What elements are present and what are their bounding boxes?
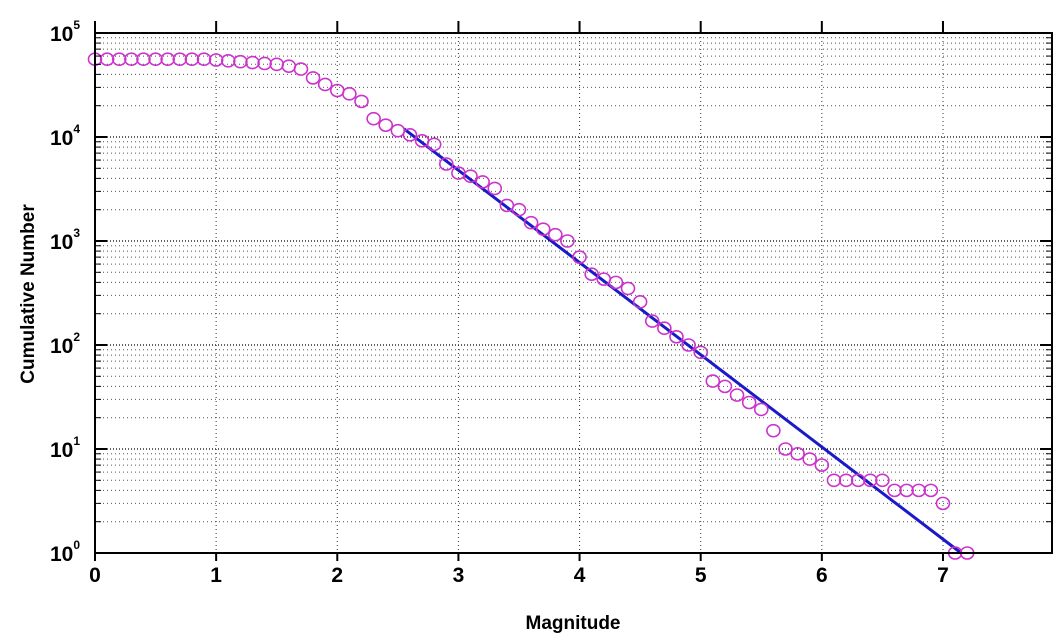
data-point (475, 175, 490, 189)
x-tick-label: 2 (331, 564, 343, 587)
data-point (657, 321, 672, 336)
data-point (911, 483, 927, 498)
x-tick-label: 6 (816, 564, 828, 587)
data-point (729, 388, 745, 402)
y-tick-label: 105 (50, 18, 80, 46)
data-point (245, 55, 260, 70)
data-point (693, 345, 708, 360)
data-point (354, 94, 369, 109)
data-point (148, 52, 163, 66)
data-point (753, 402, 769, 417)
data-point (511, 202, 527, 217)
data-point (184, 52, 200, 66)
axis-ticks (94, 21, 1052, 561)
plot-background (95, 33, 1052, 553)
data-point (790, 446, 805, 461)
data-point (850, 473, 866, 488)
data-point (257, 56, 272, 71)
y-axis-label: Cumulative Number (18, 204, 39, 384)
data-point (439, 157, 454, 171)
data-point (875, 473, 890, 488)
data-point (172, 52, 188, 66)
data-point (426, 137, 442, 152)
y-tick-labels: 100 101 102 103 104 105 (50, 18, 80, 566)
data-point (293, 62, 309, 76)
data-point (802, 452, 818, 466)
data-point (935, 496, 951, 511)
fit-line (402, 127, 963, 555)
x-tick-label: 4 (574, 564, 586, 587)
data-point (632, 295, 648, 309)
data-point (620, 281, 636, 296)
data-point (862, 473, 878, 488)
data-point (766, 423, 781, 438)
x-axis-label: Magnitude (526, 613, 621, 634)
data-point (196, 52, 212, 66)
data-point (887, 483, 902, 498)
data-point (814, 458, 830, 472)
data-points-layer (87, 52, 975, 560)
data-point (305, 71, 321, 85)
data-point (317, 77, 333, 92)
x-tick-labels: 0 1 2 3 4 5 6 7 (89, 564, 949, 587)
data-point (342, 87, 357, 101)
data-point (111, 52, 127, 66)
x-tick-label: 3 (453, 564, 465, 587)
data-point (741, 395, 757, 410)
data-point (160, 52, 175, 66)
data-point (644, 314, 660, 328)
y-tick-label: 102 (50, 330, 80, 358)
data-point (778, 442, 793, 456)
data-point (899, 483, 914, 498)
data-point (548, 227, 563, 242)
data-point (838, 473, 854, 488)
data-point (233, 54, 248, 69)
data-point (572, 250, 587, 264)
plot-frame (94, 32, 1053, 554)
data-point (366, 111, 381, 126)
data-point (208, 53, 224, 67)
fit-line-layer (402, 127, 963, 555)
data-point (402, 127, 418, 142)
data-point (681, 338, 696, 352)
data-point (826, 473, 842, 488)
data-point (705, 374, 721, 388)
data-point (523, 215, 539, 230)
x-tick-label: 0 (89, 564, 101, 587)
data-point (584, 267, 599, 281)
y-tick-label: 103 (50, 226, 80, 254)
data-point (717, 379, 733, 394)
y-tick-label: 100 (50, 538, 80, 566)
data-point (124, 52, 139, 66)
data-point (608, 275, 624, 290)
x-tick-label: 7 (937, 564, 949, 587)
data-point (220, 54, 236, 68)
major-gridlines (95, 33, 1052, 553)
x-tick-label: 5 (695, 564, 707, 587)
x-tick-label: 1 (210, 564, 222, 587)
data-point (136, 52, 151, 66)
data-point (923, 483, 939, 498)
data-point (669, 329, 684, 344)
data-point (378, 118, 394, 132)
data-point (99, 52, 115, 66)
y-tick-label: 101 (50, 434, 80, 462)
data-point (560, 234, 575, 248)
data-point (463, 169, 478, 183)
data-point (535, 222, 551, 236)
y-tick-label: 104 (50, 122, 80, 150)
data-point (487, 181, 503, 196)
